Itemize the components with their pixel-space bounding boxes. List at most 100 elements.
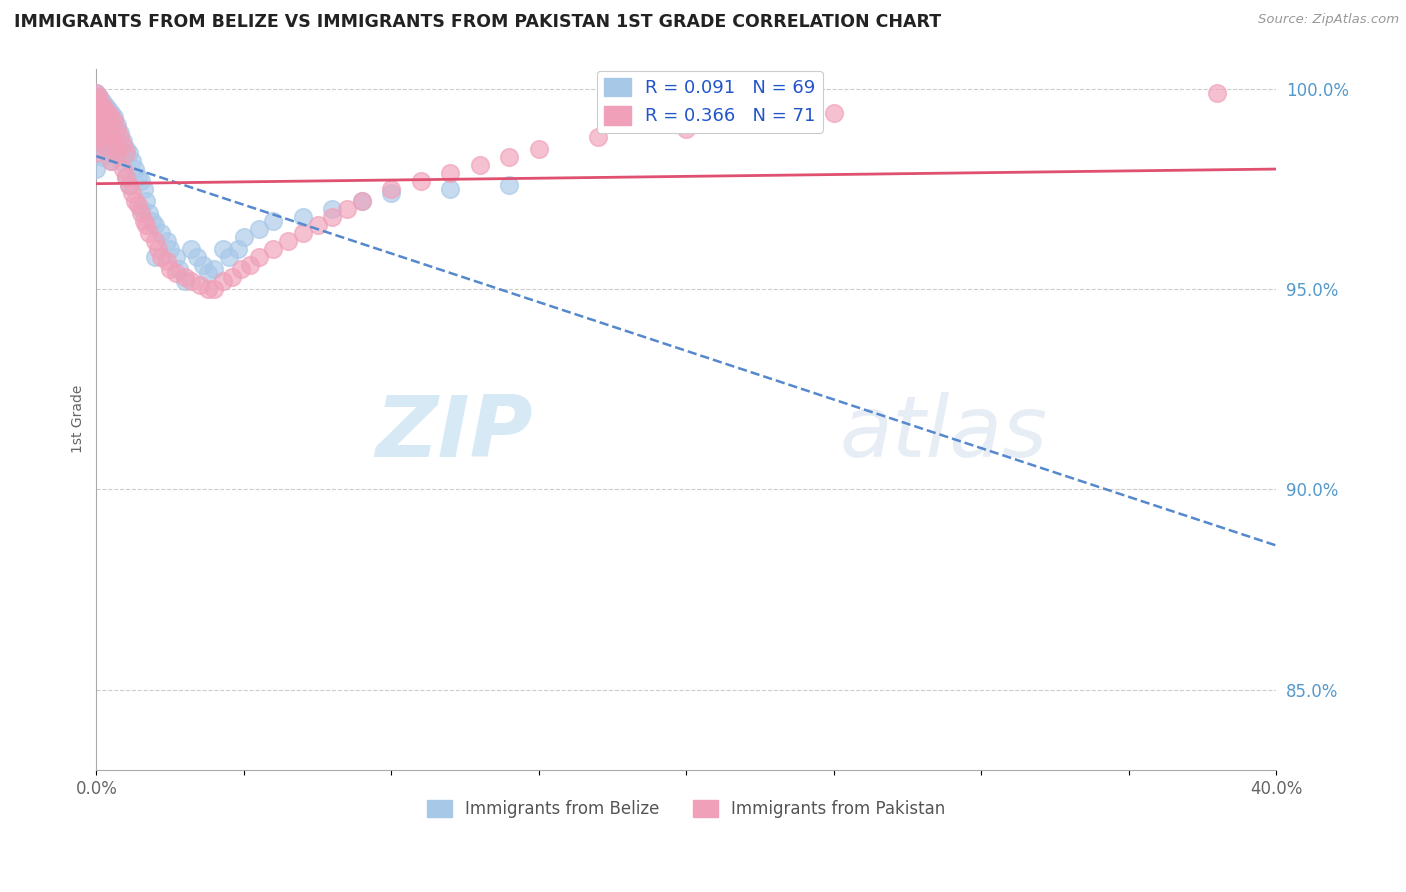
Point bbox=[118, 145, 141, 160]
Point bbox=[173, 274, 195, 288]
Point bbox=[218, 250, 240, 264]
Point bbox=[221, 269, 243, 284]
Point bbox=[498, 178, 520, 192]
Point bbox=[135, 218, 157, 232]
Point bbox=[111, 161, 134, 176]
Point bbox=[202, 262, 225, 277]
Point bbox=[165, 266, 187, 280]
Point bbox=[121, 153, 143, 168]
Point bbox=[108, 129, 131, 144]
Point bbox=[197, 282, 219, 296]
Point bbox=[262, 214, 284, 228]
Point bbox=[143, 250, 166, 264]
Point bbox=[86, 129, 108, 144]
Point bbox=[91, 113, 114, 128]
Point bbox=[89, 105, 111, 120]
Point bbox=[94, 97, 117, 112]
Point bbox=[188, 277, 211, 292]
Point bbox=[127, 169, 149, 184]
Point bbox=[118, 178, 141, 192]
Point bbox=[291, 210, 314, 224]
Point bbox=[143, 218, 166, 232]
Point bbox=[103, 137, 125, 152]
Point bbox=[173, 269, 195, 284]
Point bbox=[127, 198, 149, 212]
Point bbox=[115, 169, 138, 184]
Point bbox=[439, 166, 461, 180]
Point bbox=[89, 89, 111, 103]
Point bbox=[86, 142, 108, 156]
Point bbox=[186, 250, 208, 264]
Point bbox=[86, 89, 108, 103]
Point bbox=[409, 174, 432, 188]
Point bbox=[232, 230, 254, 244]
Point bbox=[91, 110, 114, 124]
Point bbox=[277, 234, 299, 248]
Point bbox=[291, 226, 314, 240]
Point bbox=[247, 250, 270, 264]
Point bbox=[94, 118, 117, 132]
Point bbox=[675, 121, 697, 136]
Point bbox=[159, 242, 181, 256]
Point bbox=[380, 182, 402, 196]
Point bbox=[148, 242, 170, 256]
Point bbox=[468, 158, 491, 172]
Point bbox=[156, 234, 179, 248]
Point bbox=[823, 105, 845, 120]
Point bbox=[212, 274, 235, 288]
Point bbox=[150, 226, 173, 240]
Point bbox=[91, 94, 114, 108]
Point bbox=[124, 194, 146, 208]
Point bbox=[86, 110, 108, 124]
Point bbox=[89, 121, 111, 136]
Legend: Immigrants from Belize, Immigrants from Pakistan: Immigrants from Belize, Immigrants from … bbox=[420, 793, 952, 825]
Y-axis label: 1st Grade: 1st Grade bbox=[72, 385, 86, 453]
Point bbox=[498, 150, 520, 164]
Point bbox=[94, 137, 117, 152]
Point bbox=[100, 153, 122, 168]
Point bbox=[307, 218, 329, 232]
Point bbox=[150, 250, 173, 264]
Point bbox=[167, 262, 190, 277]
Point bbox=[100, 129, 122, 144]
Point bbox=[91, 97, 114, 112]
Point bbox=[191, 258, 214, 272]
Point bbox=[86, 121, 108, 136]
Point bbox=[239, 258, 262, 272]
Point bbox=[100, 105, 122, 120]
Point bbox=[439, 182, 461, 196]
Point bbox=[143, 234, 166, 248]
Point bbox=[100, 153, 122, 168]
Point bbox=[97, 121, 120, 136]
Point bbox=[350, 194, 373, 208]
Point bbox=[100, 110, 122, 124]
Point bbox=[129, 206, 152, 220]
Point bbox=[115, 142, 138, 156]
Point bbox=[105, 118, 128, 132]
Point bbox=[100, 129, 122, 144]
Point bbox=[159, 262, 181, 277]
Point bbox=[108, 153, 131, 168]
Point bbox=[86, 105, 108, 120]
Point bbox=[165, 250, 187, 264]
Point bbox=[86, 145, 108, 160]
Point bbox=[103, 110, 125, 124]
Point bbox=[91, 129, 114, 144]
Point bbox=[105, 145, 128, 160]
Point bbox=[111, 137, 134, 152]
Point bbox=[86, 102, 108, 116]
Point bbox=[321, 210, 343, 224]
Point bbox=[350, 194, 373, 208]
Point bbox=[202, 282, 225, 296]
Point bbox=[121, 186, 143, 200]
Point bbox=[132, 182, 155, 196]
Point bbox=[336, 202, 359, 216]
Point bbox=[94, 102, 117, 116]
Point bbox=[111, 134, 134, 148]
Point bbox=[141, 214, 163, 228]
Point bbox=[138, 206, 160, 220]
Point bbox=[105, 121, 128, 136]
Point bbox=[86, 161, 108, 176]
Point bbox=[229, 262, 252, 277]
Point bbox=[105, 145, 128, 160]
